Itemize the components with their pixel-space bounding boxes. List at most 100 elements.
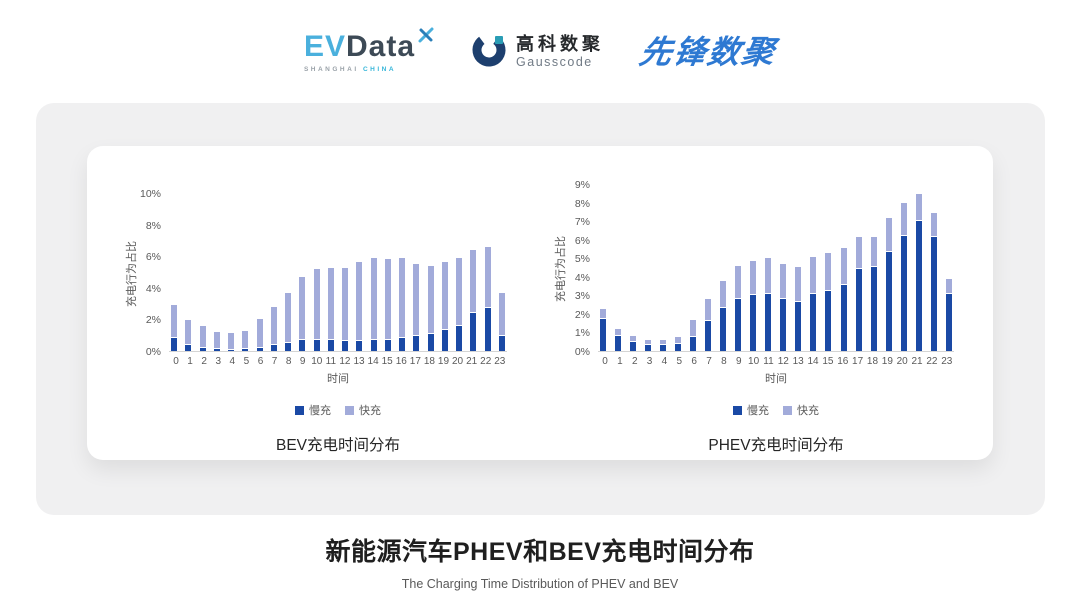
- bar-segment-fast: [270, 306, 277, 344]
- bar-hour-18: [870, 236, 877, 351]
- x-tick-label: 23: [494, 356, 506, 367]
- bar-segment-slow: [855, 269, 862, 351]
- y-tick-label: 8%: [145, 219, 161, 232]
- bar-segment-slow: [456, 325, 462, 351]
- bar-segment-slow: [213, 349, 220, 351]
- legend-label: 慢充: [309, 405, 331, 417]
- bar-segment-slow: [750, 295, 757, 351]
- y-tick-label: 5%: [574, 253, 590, 266]
- bar-hour-13: [795, 266, 802, 351]
- bev-x-axis: 0 1 2 3 4 5 6 7 8 9 10 11 12 13 14 15 16 17 18 19 20 21 22 23: [169, 356, 507, 367]
- bar-segment-fast: [765, 258, 772, 294]
- legend-swatch-icon: [783, 405, 792, 415]
- bar-hour-8: [720, 281, 727, 351]
- y-tick-label: 3%: [574, 290, 590, 303]
- bar-segment-fast: [900, 202, 907, 235]
- phev-y-axis: 充电行为占比 0% 1% 2% 3% 4% 5% 6% 7% 8% 9%: [546, 180, 598, 358]
- footer: 新能源汽车PHEV和BEV充电时间分布 The Charging Time Di…: [0, 532, 1080, 591]
- x-tick-label: 13: [353, 356, 365, 367]
- y-tick-label: 4%: [145, 282, 161, 295]
- bar-segment-slow: [600, 318, 606, 351]
- bar-hour-19: [885, 218, 892, 351]
- bar-segment-slow: [735, 298, 742, 351]
- legend-swatch-icon: [345, 405, 354, 415]
- bar-segment-slow: [765, 294, 772, 351]
- legend-label: 快充: [359, 405, 381, 417]
- bev-chart: 充电行为占比 0% 2% 4% 6% 8% 10% 0 1 2 3 4 5 6 7 8 9 10 11 12 13 1…: [117, 189, 509, 455]
- x-tick-label: 17: [852, 356, 864, 367]
- bar-segment-slow: [199, 347, 206, 351]
- bar-segment-slow: [285, 343, 291, 351]
- bar-segment-fast: [750, 260, 757, 295]
- legend-swatch-icon: [733, 405, 742, 415]
- x-tick-label: 14: [367, 356, 379, 367]
- bar-hour-13: [356, 261, 363, 351]
- x-tick-label: 1: [187, 356, 193, 367]
- bar-hour-22: [484, 247, 491, 351]
- x-tick-label: 7: [271, 356, 278, 367]
- bar-hour-4: [660, 339, 667, 351]
- bar-hour-16: [840, 247, 847, 351]
- bar-segment-slow: [615, 336, 622, 351]
- bar-segment-slow: [171, 338, 177, 351]
- x-tick-label: 23: [941, 356, 953, 367]
- bar-hour-9: [299, 277, 306, 351]
- phev-chart: 充电行为占比 0% 1% 2% 3% 4% 5% 6% 7% 8% 9% 0 1 2 3 4 5 6 7 8 9 10…: [546, 180, 956, 455]
- bar-segment-fast: [356, 261, 363, 340]
- bar-segment-slow: [256, 348, 263, 351]
- x-tick-label: 10: [748, 356, 760, 367]
- bar-segment-fast: [780, 263, 787, 299]
- bar-segment-slow: [705, 320, 712, 351]
- bar-segment-slow: [915, 221, 922, 351]
- bar-segment-fast: [630, 336, 637, 341]
- bar-hour-4: [228, 332, 234, 351]
- bev-y-axis: 充电行为占比 0% 2% 4% 6% 8% 10%: [117, 189, 169, 358]
- x-tick-label: 12: [339, 356, 351, 367]
- x-tick-label: 16: [395, 356, 407, 367]
- x-tick-label: 4: [229, 356, 236, 367]
- bar-segment-slow: [690, 336, 697, 351]
- bar-segment-fast: [705, 299, 712, 320]
- page-title: 新能源汽车PHEV和BEV充电时间分布: [325, 538, 755, 566]
- bar-hour-12: [780, 263, 787, 351]
- phev-y-axis-label: 充电行为占比: [555, 236, 567, 302]
- x-tick-label: 15: [381, 356, 393, 367]
- bar-segment-fast: [600, 309, 606, 318]
- bar-segment-slow: [645, 345, 652, 351]
- bar-segment-fast: [735, 265, 742, 298]
- charts-panel: 充电行为占比 0% 2% 4% 6% 8% 10% 0 1 2 3 4 5 6 7 8 9 10 11 12 13 1…: [36, 103, 1045, 515]
- bar-hour-5: [242, 331, 249, 351]
- bar-segment-fast: [840, 247, 847, 284]
- bar-segment-fast: [213, 331, 220, 349]
- y-tick-label: 0%: [145, 346, 161, 358]
- x-tick-label: 5: [243, 356, 250, 367]
- y-tick-label: 1%: [574, 327, 590, 340]
- x-tick-label: 21: [911, 356, 923, 367]
- bar-segment-slow: [840, 284, 847, 351]
- bar-segment-slow: [427, 334, 434, 351]
- x-tick-label: 2: [631, 356, 638, 367]
- bar-hour-0: [600, 309, 606, 351]
- bar-hour-11: [327, 267, 334, 351]
- bar-hour-3: [645, 339, 652, 351]
- bar-hour-6: [690, 320, 697, 351]
- bar-hour-15: [384, 259, 391, 351]
- x-tick-label: 19: [437, 356, 450, 367]
- bar-hour-1: [185, 319, 192, 351]
- y-tick-label: 6%: [574, 234, 590, 247]
- bar-hour-2: [199, 326, 206, 351]
- bar-hour-23: [498, 293, 505, 351]
- x-tick-label: 21: [466, 356, 478, 367]
- bar-hour-2: [630, 336, 637, 351]
- bar-segment-fast: [413, 263, 420, 335]
- bar-hour-7: [705, 299, 712, 351]
- bar-segment-slow: [228, 349, 234, 351]
- y-tick-label: 7%: [574, 216, 590, 229]
- bar-segment-slow: [810, 294, 817, 351]
- bar-segment-fast: [498, 293, 505, 335]
- bar-hour-16: [399, 258, 405, 351]
- bar-segment-fast: [299, 277, 306, 339]
- bar-segment-fast: [256, 319, 263, 348]
- bar-segment-fast: [427, 266, 434, 334]
- gausscode-g-icon: [471, 32, 507, 73]
